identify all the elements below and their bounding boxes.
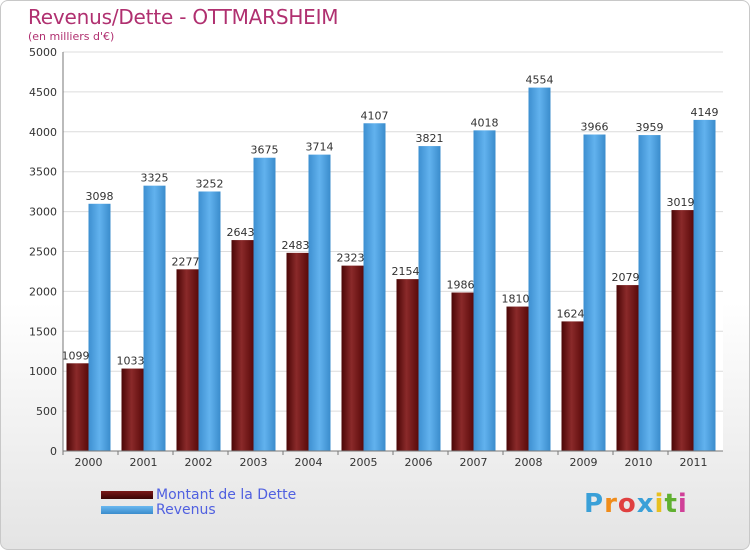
y-tick-label: 5000 (29, 46, 57, 59)
data-label-dette: 1986 (447, 279, 475, 292)
bar-dette (396, 279, 419, 451)
data-label-revenus: 4018 (471, 116, 499, 129)
x-tick-label: 2009 (570, 456, 598, 469)
x-tick-label: 2006 (405, 456, 433, 469)
logo-letter: i (677, 489, 688, 519)
y-tick-label: 0 (50, 445, 57, 458)
bar-revenus (363, 123, 386, 451)
bar-dette (506, 306, 529, 451)
data-label-dette: 1624 (557, 307, 585, 320)
bar-revenus (143, 185, 166, 452)
logo-letter: P (584, 489, 605, 519)
proxiti-logo: Proxiti (584, 489, 688, 519)
y-tick-label: 4000 (29, 126, 57, 139)
x-tick-label: 2003 (240, 456, 268, 469)
data-label-revenus: 3675 (251, 144, 279, 157)
data-label-dette: 1810 (502, 293, 530, 306)
x-tick-label: 2001 (130, 456, 158, 469)
data-label-dette: 2483 (282, 239, 310, 252)
bar-revenus (473, 130, 496, 452)
data-label-revenus: 3714 (306, 141, 334, 154)
data-label-dette: 2323 (337, 252, 365, 265)
x-tick-label: 2002 (185, 456, 213, 469)
bar-revenus (198, 191, 221, 451)
bar-dette (176, 269, 199, 451)
bar-dette (66, 363, 89, 451)
y-tick-label: 1000 (29, 365, 57, 378)
y-tick-label: 3000 (29, 206, 57, 219)
bar-dette (341, 265, 364, 451)
bar-dette (231, 240, 254, 451)
logo-letter: x (636, 489, 655, 519)
bar-revenus (528, 87, 551, 452)
bar-revenus (88, 203, 111, 451)
data-label-revenus: 3252 (196, 177, 224, 190)
y-tick-label: 1500 (29, 325, 57, 338)
y-tick-label: 2500 (29, 246, 57, 259)
legend-label-revenus: Revenus (156, 502, 216, 518)
bar-revenus (693, 119, 716, 452)
data-label-dette: 2643 (227, 226, 255, 239)
data-label-revenus: 4554 (526, 74, 554, 87)
logo-letter: t (664, 489, 678, 519)
data-label-dette: 1033 (117, 355, 145, 368)
x-tick-label: 2005 (350, 456, 378, 469)
y-tick-label: 4500 (29, 86, 57, 99)
x-tick-label: 2010 (625, 456, 653, 469)
data-label-dette: 1099 (62, 349, 90, 362)
x-tick-label: 2007 (460, 456, 488, 469)
data-label-revenus: 3098 (86, 190, 114, 203)
logo-letter: o (617, 489, 637, 519)
legend-label-dette: Montant de la Dette (156, 487, 297, 503)
bar-dette (616, 285, 639, 451)
bar-dette (561, 321, 584, 451)
bar-dette (451, 292, 474, 451)
bar-revenus (583, 134, 606, 452)
logo-letter: i (654, 489, 665, 519)
logo-letter: r (604, 489, 618, 519)
y-tick-label: 3500 (29, 166, 57, 179)
data-label-revenus: 4107 (361, 109, 389, 122)
legend-swatch-dette (101, 491, 153, 499)
bar-dette (671, 210, 694, 451)
bar-revenus (308, 154, 331, 451)
chart-title: Revenus/Dette - OTTMARSHEIM (28, 5, 339, 29)
x-tick-label: 2004 (295, 456, 323, 469)
x-tick-label: 2008 (515, 456, 543, 469)
data-label-dette: 2277 (172, 255, 200, 268)
data-label-revenus: 3959 (636, 121, 664, 134)
bar-revenus (418, 146, 441, 451)
data-label-dette: 3019 (667, 196, 695, 209)
x-tick-label: 2000 (75, 456, 103, 469)
data-label-dette: 2079 (612, 271, 640, 284)
y-tick-label: 500 (36, 405, 57, 418)
bar-dette (121, 368, 144, 451)
legend-swatch-revenus (101, 506, 153, 514)
bar-revenus (253, 157, 276, 452)
bar-dette (286, 252, 309, 451)
data-label-dette: 2154 (392, 265, 420, 278)
x-tick-label: 2011 (680, 456, 708, 469)
y-tick-label: 2000 (29, 285, 57, 298)
data-label-revenus: 3821 (416, 132, 444, 145)
data-label-revenus: 4149 (691, 106, 719, 119)
data-label-revenus: 3966 (581, 121, 609, 134)
data-label-revenus: 3325 (141, 172, 169, 185)
chart-subtitle: (en milliers d'€) (28, 30, 115, 43)
bar-revenus (638, 135, 661, 452)
